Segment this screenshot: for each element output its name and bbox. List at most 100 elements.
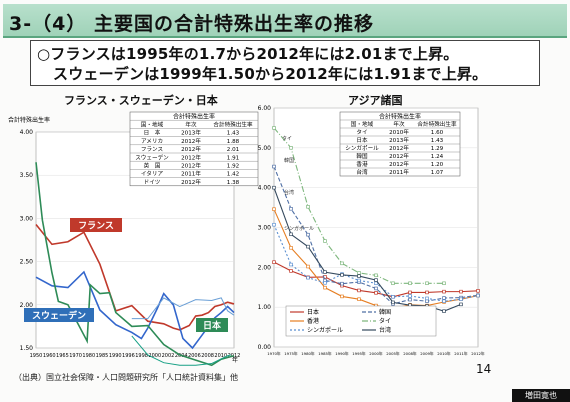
right-point-thai <box>442 281 446 286</box>
right-ytick-label: 1.00 <box>258 304 272 311</box>
right-chart-title: アジア諸国 <box>348 94 403 107</box>
right-xtick-label: 1980年 <box>301 351 315 356</box>
left-xtick-label: 2010 <box>214 353 227 359</box>
right-point-singapore <box>289 262 293 267</box>
right-point-jp_asia <box>442 289 446 294</box>
left-country-labels: フランス スウェーデン 日本 <box>24 218 228 332</box>
left-xtick-label: 1970 <box>69 353 82 359</box>
right-point-singapore <box>476 293 480 298</box>
right-table-cell: 2012年 <box>389 144 409 152</box>
left-table-cell: 1.38 <box>227 180 240 186</box>
right-point-hongkong <box>340 294 344 299</box>
right-point-hongkong <box>357 297 361 301</box>
left-table-frame <box>129 111 259 187</box>
sweden-label: スウェーデン <box>32 310 86 322</box>
right-inline-labels: タイ 韓国 台湾 シンガポール <box>282 135 314 232</box>
right-point-singapore <box>425 296 429 301</box>
right-point-singapore <box>374 281 378 286</box>
right-table-cell: 1.20 <box>431 162 444 168</box>
left-table-cell: 2.01 <box>227 147 240 153</box>
left-xtick-label: 1960 <box>43 353 56 359</box>
right-xtick-label: 1995年 <box>352 351 366 356</box>
right-point-thai <box>357 271 361 275</box>
left-ytick-label: 2.00 <box>20 302 34 309</box>
right-table-cell: 台湾 <box>356 168 368 176</box>
right-point-jp_asia <box>272 260 276 264</box>
right-point-singapore <box>408 294 412 298</box>
right-table-header: 国・地域 <box>351 120 374 128</box>
source-note: （出典）国立社会保障・人口問題研究所「人口統計資料集」他 <box>14 373 238 382</box>
left-series-usa <box>131 297 235 320</box>
right-point-taiwan <box>442 309 446 313</box>
left-table-cell: 2012年 <box>181 145 201 153</box>
left-ytick-label: 3.00 <box>20 215 34 222</box>
left-table-cell: 2012年 <box>181 137 201 145</box>
left-table-cell: 2013年 <box>181 129 201 137</box>
inline-label-korea: 韓国 <box>284 157 294 164</box>
right-point-thai <box>340 261 344 266</box>
left-table-cell: 1.43 <box>227 131 240 137</box>
right-table-cell: 1.24 <box>431 154 444 160</box>
right-point-singapore <box>306 275 310 280</box>
right-point-taiwan <box>391 300 395 305</box>
right-point-korea <box>408 297 412 302</box>
left-table-header: 国・地域 <box>141 121 164 129</box>
left-xtick-label: 2006 <box>188 353 201 359</box>
right-table-cell: シンガポール <box>345 144 379 152</box>
left-table-cell: アメリカ <box>141 138 163 145</box>
left-xtick-label: 1985 <box>96 353 109 359</box>
inline-label-taiwan: 台湾 <box>284 189 294 196</box>
right-series-group <box>272 126 480 313</box>
right-point-taiwan <box>374 278 378 282</box>
right-table-cell: 日本 <box>356 136 368 144</box>
left-table-cell: 1.91 <box>227 155 240 161</box>
right-ytick-label: 3.00 <box>258 225 272 232</box>
right-point-thai <box>306 205 310 209</box>
right-table-cell: タイ <box>356 128 367 136</box>
left-xtick-label: 1990 <box>109 353 122 359</box>
right-point-jp_asia <box>289 269 293 273</box>
right-point-thai <box>272 126 276 130</box>
right-xtick-label: 2008年 <box>403 351 417 356</box>
left-table-cell: イタリア <box>141 170 164 178</box>
summary-line-1: ○フランスは1995年の1.7から2012年には2.01まで上昇。 <box>37 45 459 63</box>
left-ylabel: 合計特殊出生率 <box>8 116 50 124</box>
right-table-cell: 2011年 <box>389 168 409 176</box>
right-point-korea <box>374 286 378 291</box>
left-table-cell: 日 本 <box>144 129 161 137</box>
legend-label: 台湾 <box>379 326 391 334</box>
right-legend-frame <box>285 305 437 337</box>
left-table-cell: 1.88 <box>227 139 240 145</box>
left-table-cell: 英 国 <box>144 162 161 170</box>
left-table-cell: 1.92 <box>227 164 239 170</box>
right-point-jp_asia <box>374 291 378 295</box>
left-xtick-label: 2008 <box>201 353 214 359</box>
title-bar: 3-（4） 主要国の合計特殊出生率の推移 <box>3 4 567 38</box>
right-point-thai <box>374 273 378 278</box>
right-table-cell: 2012年 <box>389 152 409 160</box>
right-point-thai <box>289 146 293 150</box>
left-chart: 合計特殊出生率 1.50 2.00 2.50 3.00 3.50 4.00 1950 1960… <box>8 111 259 367</box>
left-series-italy <box>131 335 231 366</box>
right-point-hongkong <box>272 207 276 211</box>
right-ytick-label: 2.00 <box>258 264 272 271</box>
left-ytick-label: 4.00 <box>20 129 34 136</box>
right-point-jp_asia <box>476 289 480 293</box>
right-xtick-label: 2009年 <box>420 351 434 356</box>
left-ytick-label: 2.50 <box>20 259 34 266</box>
left-table-cell: 2012年 <box>181 153 201 161</box>
inline-label-thai: タイ <box>282 135 292 142</box>
left-table-cell: 1.42 <box>227 172 239 178</box>
legend-label: 韓国 <box>379 308 391 316</box>
right-table-header: 合計特殊出生率 <box>417 120 457 128</box>
left-series-france <box>35 223 235 331</box>
right-point-korea <box>289 207 293 211</box>
right-table-cell: 韓国 <box>356 152 368 160</box>
right-point-singapore <box>357 278 361 283</box>
right-point-korea <box>425 299 429 303</box>
legend-label: タイ <box>379 317 391 325</box>
right-xtick-label: 2010年 <box>437 351 451 356</box>
